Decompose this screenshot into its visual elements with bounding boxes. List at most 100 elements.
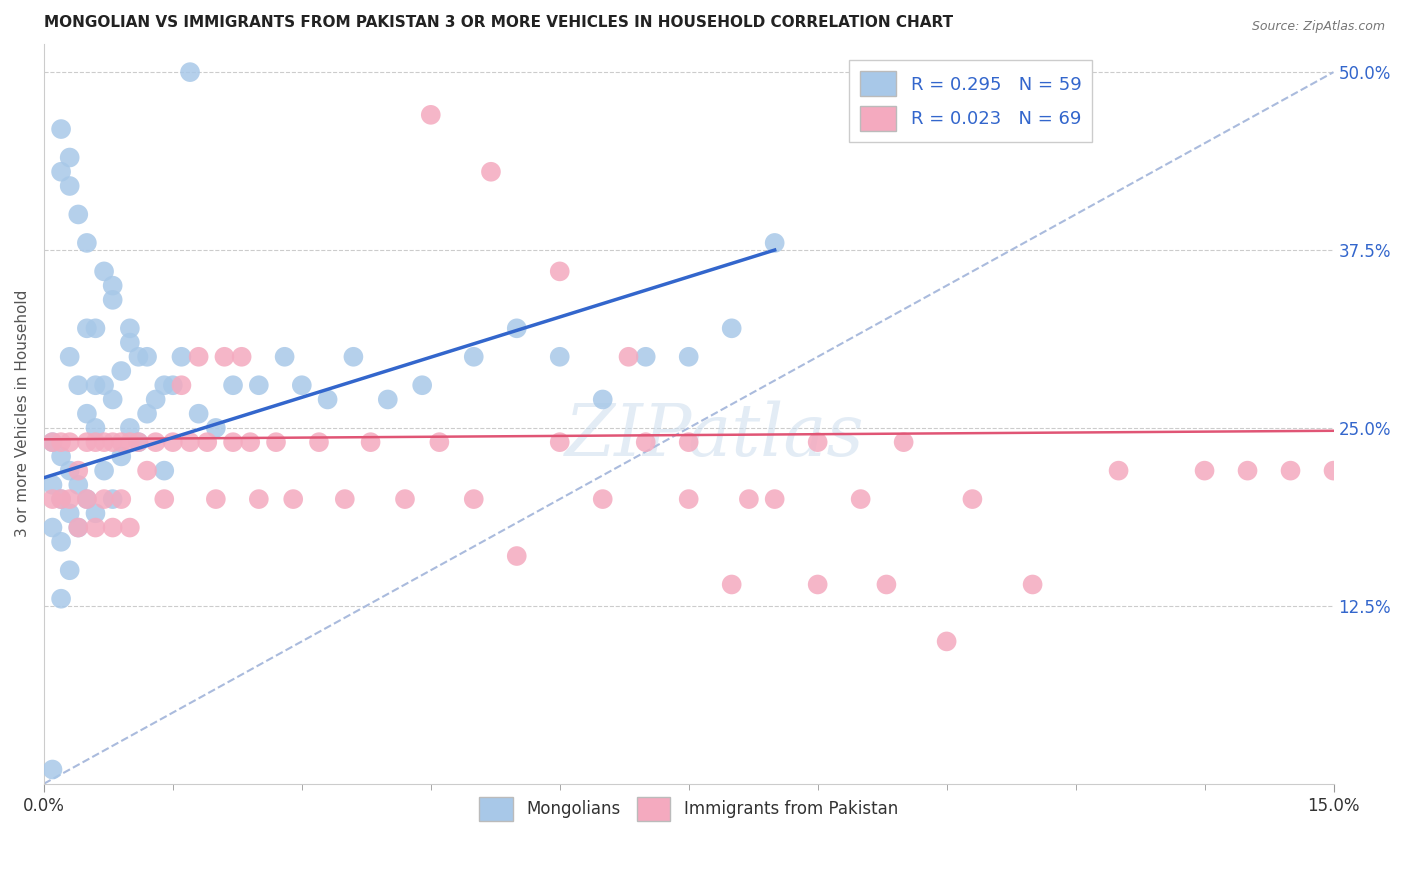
Point — [678, 350, 700, 364]
Point — [49, 122, 72, 136]
Point — [118, 520, 141, 534]
Point — [41, 492, 63, 507]
Point — [49, 435, 72, 450]
Point — [136, 407, 159, 421]
Point — [59, 563, 82, 577]
Point — [59, 492, 82, 507]
Text: Source: ZipAtlas.com: Source: ZipAtlas.com — [1251, 20, 1385, 33]
Point — [84, 378, 107, 392]
Point — [308, 435, 330, 450]
Point — [1194, 464, 1216, 478]
Point — [110, 435, 132, 450]
Point — [101, 392, 124, 407]
Point — [893, 435, 915, 450]
Point — [153, 378, 176, 392]
Point — [1322, 464, 1344, 478]
Point — [49, 450, 72, 464]
Point — [101, 492, 124, 507]
Point — [720, 321, 742, 335]
Point — [411, 378, 433, 392]
Point — [548, 264, 571, 278]
Point — [342, 350, 364, 364]
Point — [59, 464, 82, 478]
Point — [592, 492, 614, 507]
Point — [479, 165, 502, 179]
Legend: Mongolians, Immigrants from Pakistan: Mongolians, Immigrants from Pakistan — [472, 790, 904, 827]
Point — [101, 293, 124, 307]
Point — [506, 549, 529, 563]
Point — [170, 378, 193, 392]
Point — [127, 435, 149, 450]
Point — [67, 464, 90, 478]
Point — [205, 421, 228, 435]
Point — [231, 350, 253, 364]
Point — [678, 492, 700, 507]
Point — [222, 378, 245, 392]
Point — [214, 350, 236, 364]
Point — [41, 478, 63, 492]
Point — [101, 520, 124, 534]
Point — [592, 392, 614, 407]
Point — [49, 534, 72, 549]
Point — [849, 492, 872, 507]
Point — [162, 378, 184, 392]
Point — [634, 435, 657, 450]
Point — [110, 364, 132, 378]
Text: ZIPatlas: ZIPatlas — [565, 401, 865, 471]
Point — [179, 435, 201, 450]
Point — [394, 492, 416, 507]
Point — [145, 392, 167, 407]
Point — [738, 492, 761, 507]
Point — [1279, 464, 1302, 478]
Point — [84, 321, 107, 335]
Point — [187, 407, 209, 421]
Point — [264, 435, 287, 450]
Point — [127, 350, 149, 364]
Point — [239, 435, 262, 450]
Point — [41, 435, 63, 450]
Point — [153, 492, 176, 507]
Point — [49, 591, 72, 606]
Point — [935, 634, 957, 648]
Point — [93, 435, 115, 450]
Point — [101, 435, 124, 450]
Point — [93, 378, 115, 392]
Point — [59, 506, 82, 520]
Point — [187, 350, 209, 364]
Point — [283, 492, 305, 507]
Point — [49, 492, 72, 507]
Point — [59, 151, 82, 165]
Point — [110, 450, 132, 464]
Point — [291, 378, 314, 392]
Point — [170, 350, 193, 364]
Point — [67, 520, 90, 534]
Point — [145, 435, 167, 450]
Point — [49, 492, 72, 507]
Text: MONGOLIAN VS IMMIGRANTS FROM PAKISTAN 3 OR MORE VEHICLES IN HOUSEHOLD CORRELATIO: MONGOLIAN VS IMMIGRANTS FROM PAKISTAN 3 … — [44, 15, 953, 30]
Point — [93, 264, 115, 278]
Point — [763, 235, 786, 250]
Point — [807, 577, 830, 591]
Point — [118, 435, 141, 450]
Point — [41, 763, 63, 777]
Point — [763, 492, 786, 507]
Point — [195, 435, 218, 450]
Point — [76, 235, 98, 250]
Point — [118, 335, 141, 350]
Point — [76, 492, 98, 507]
Point — [1021, 577, 1043, 591]
Point — [506, 321, 529, 335]
Point — [720, 577, 742, 591]
Point — [93, 492, 115, 507]
Point — [1108, 464, 1130, 478]
Point — [84, 435, 107, 450]
Point — [463, 492, 485, 507]
Point — [333, 492, 356, 507]
Point — [316, 392, 339, 407]
Point — [875, 577, 897, 591]
Point — [118, 321, 141, 335]
Point — [76, 435, 98, 450]
Point — [360, 435, 382, 450]
Point — [127, 435, 149, 450]
Point — [49, 165, 72, 179]
